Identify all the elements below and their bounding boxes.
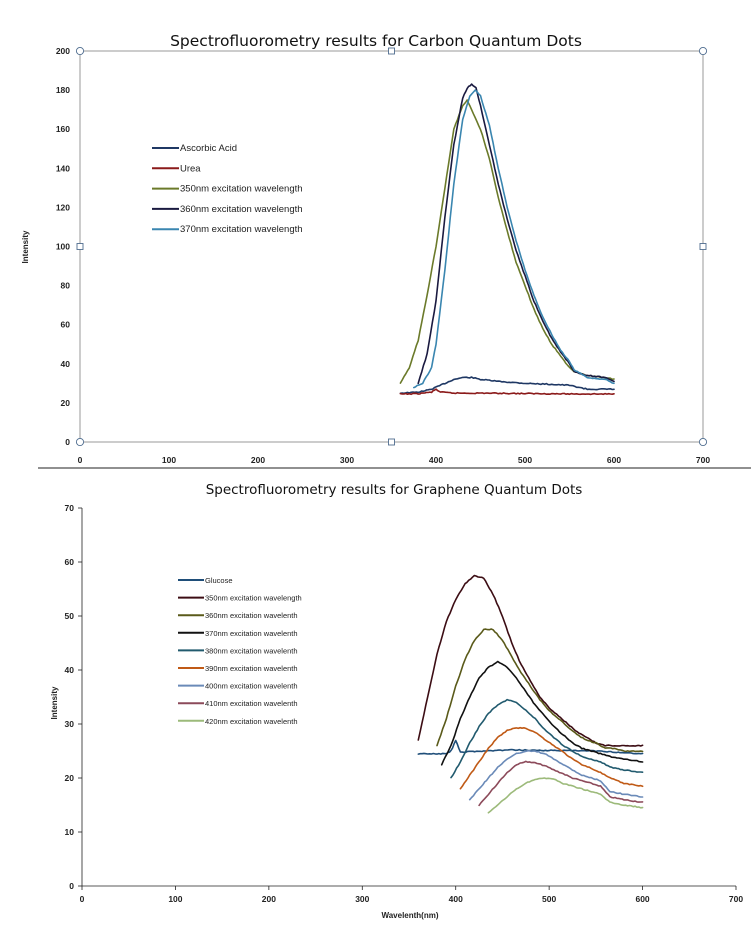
chart-title: Spectrofluorometry results for Carbon Qu… (170, 32, 582, 50)
resize-handle[interactable] (698, 46, 708, 56)
legend-entry: 370nm excitation wavelength (180, 224, 303, 235)
y-tick-labels: 0 20 40 60 80 100 120 140 160 180 200 (56, 46, 70, 447)
y-tick-label: 70 (65, 503, 75, 513)
series-line (440, 660, 644, 766)
series-line (417, 574, 644, 747)
x-tick-label: 500 (518, 455, 532, 465)
series-line (413, 89, 615, 389)
x-tick-labels: 0 100 200 300 400 500 600 700 (78, 455, 711, 465)
y-tick-label: 10 (65, 827, 75, 837)
x-tick-label: 600 (635, 894, 649, 904)
series-line (450, 698, 644, 779)
x-tick-label: 300 (340, 455, 354, 465)
y-tick-label: 60 (61, 320, 71, 330)
resize-handle[interactable] (76, 243, 84, 250)
series-line (399, 99, 615, 384)
y-tick-label: 100 (56, 242, 70, 252)
legend-entry: 360nm excitation wavelenth (205, 611, 298, 620)
resize-handle[interactable] (699, 243, 707, 250)
x-tick-label: 0 (78, 455, 83, 465)
series-line (436, 628, 644, 753)
y-tick-label: 30 (65, 719, 75, 729)
series-line (468, 750, 644, 801)
x-tick-label: 100 (168, 894, 182, 904)
y-tick-label: 160 (56, 124, 70, 134)
x-tick-label: 700 (696, 455, 710, 465)
legend-entry: 400nm excitation wavelenth (205, 682, 298, 691)
legend-entry: 410nm excitation wavelenth (205, 699, 298, 708)
x-tick-label: 400 (429, 455, 443, 465)
legend: Ascorbic Acid Urea 350nm excitation wavele… (152, 143, 303, 235)
y-tick-label: 40 (65, 665, 75, 675)
y-tick-label: 50 (65, 611, 75, 621)
x-tick-label: 700 (729, 894, 743, 904)
y-tick-label: 180 (56, 85, 70, 95)
chart-selection-frame[interactable] (79, 50, 704, 443)
legend-entry: Urea (180, 163, 201, 174)
y-tick-label: 0 (65, 437, 70, 447)
series-lines (417, 574, 644, 814)
resize-handle[interactable] (75, 437, 85, 447)
y-axis-label: Intensity (21, 230, 30, 263)
legend-entry: 390nm excitation wavelenth (205, 664, 298, 673)
y-tick-label: 20 (61, 398, 71, 408)
y-axis-label: Intensity (50, 686, 59, 719)
graphene-quantum-dots-chart: Spectrofluorometry results for Graphene … (50, 482, 743, 920)
y-tick-label: 0 (69, 881, 74, 891)
y-tick-label: 60 (65, 557, 75, 567)
series-line (459, 726, 644, 790)
x-tick-label: 200 (251, 455, 265, 465)
x-tick-label: 500 (542, 894, 556, 904)
x-tick-label: 600 (607, 455, 621, 465)
x-tick-labels: 0 100 200 300 400 500 600 700 (80, 886, 743, 904)
series-line (399, 388, 615, 396)
resize-handle[interactable] (75, 46, 85, 56)
y-tick-label: 200 (56, 46, 70, 56)
x-tick-label: 300 (355, 894, 369, 904)
y-tick-label: 120 (56, 202, 70, 212)
x-tick-label: 100 (162, 455, 176, 465)
legend-entry: 350nm excitation wavelength (180, 184, 303, 195)
legend-entry: Glucose (205, 576, 233, 585)
y-tick-label: 80 (61, 281, 71, 291)
legend-entry: 420nm excitation wavelenth (205, 717, 298, 726)
series-line (478, 760, 644, 807)
legend-entry: Ascorbic Acid (180, 143, 237, 154)
x-tick-label: 0 (80, 894, 85, 904)
chart-title: Spectrofluorometry results for Graphene … (206, 482, 583, 498)
x-tick-label: 200 (262, 894, 276, 904)
legend: Glucose 350nm excitation wavelength 360nm … (178, 576, 302, 726)
selection-handles[interactable] (75, 46, 708, 447)
legend-entry: 350nm excitation wavelength (205, 594, 302, 603)
series-line (417, 83, 615, 385)
legend-entry: 380nm excitation wavelenth (205, 646, 298, 655)
resize-handle[interactable] (698, 437, 708, 447)
resize-handle[interactable] (388, 47, 395, 55)
legend-entry: 370nm excitation wavelenth (205, 629, 298, 638)
y-tick-label: 40 (61, 359, 71, 369)
resize-handle[interactable] (388, 438, 395, 446)
series-lines (399, 83, 615, 396)
x-axis-label: Wavelenth(nm) (381, 911, 438, 920)
y-tick-label: 140 (56, 163, 70, 173)
x-tick-label: 400 (449, 894, 463, 904)
carbon-quantum-dots-chart: Spectrofluorometry results for Carbon Qu… (21, 32, 710, 465)
series-line (487, 777, 644, 814)
y-tick-label: 20 (65, 773, 75, 783)
legend-entry: 360nm excitation wavelength (180, 204, 303, 215)
y-tick-labels: 0 10 20 30 40 50 60 70 (65, 503, 82, 891)
series-line (399, 376, 615, 395)
